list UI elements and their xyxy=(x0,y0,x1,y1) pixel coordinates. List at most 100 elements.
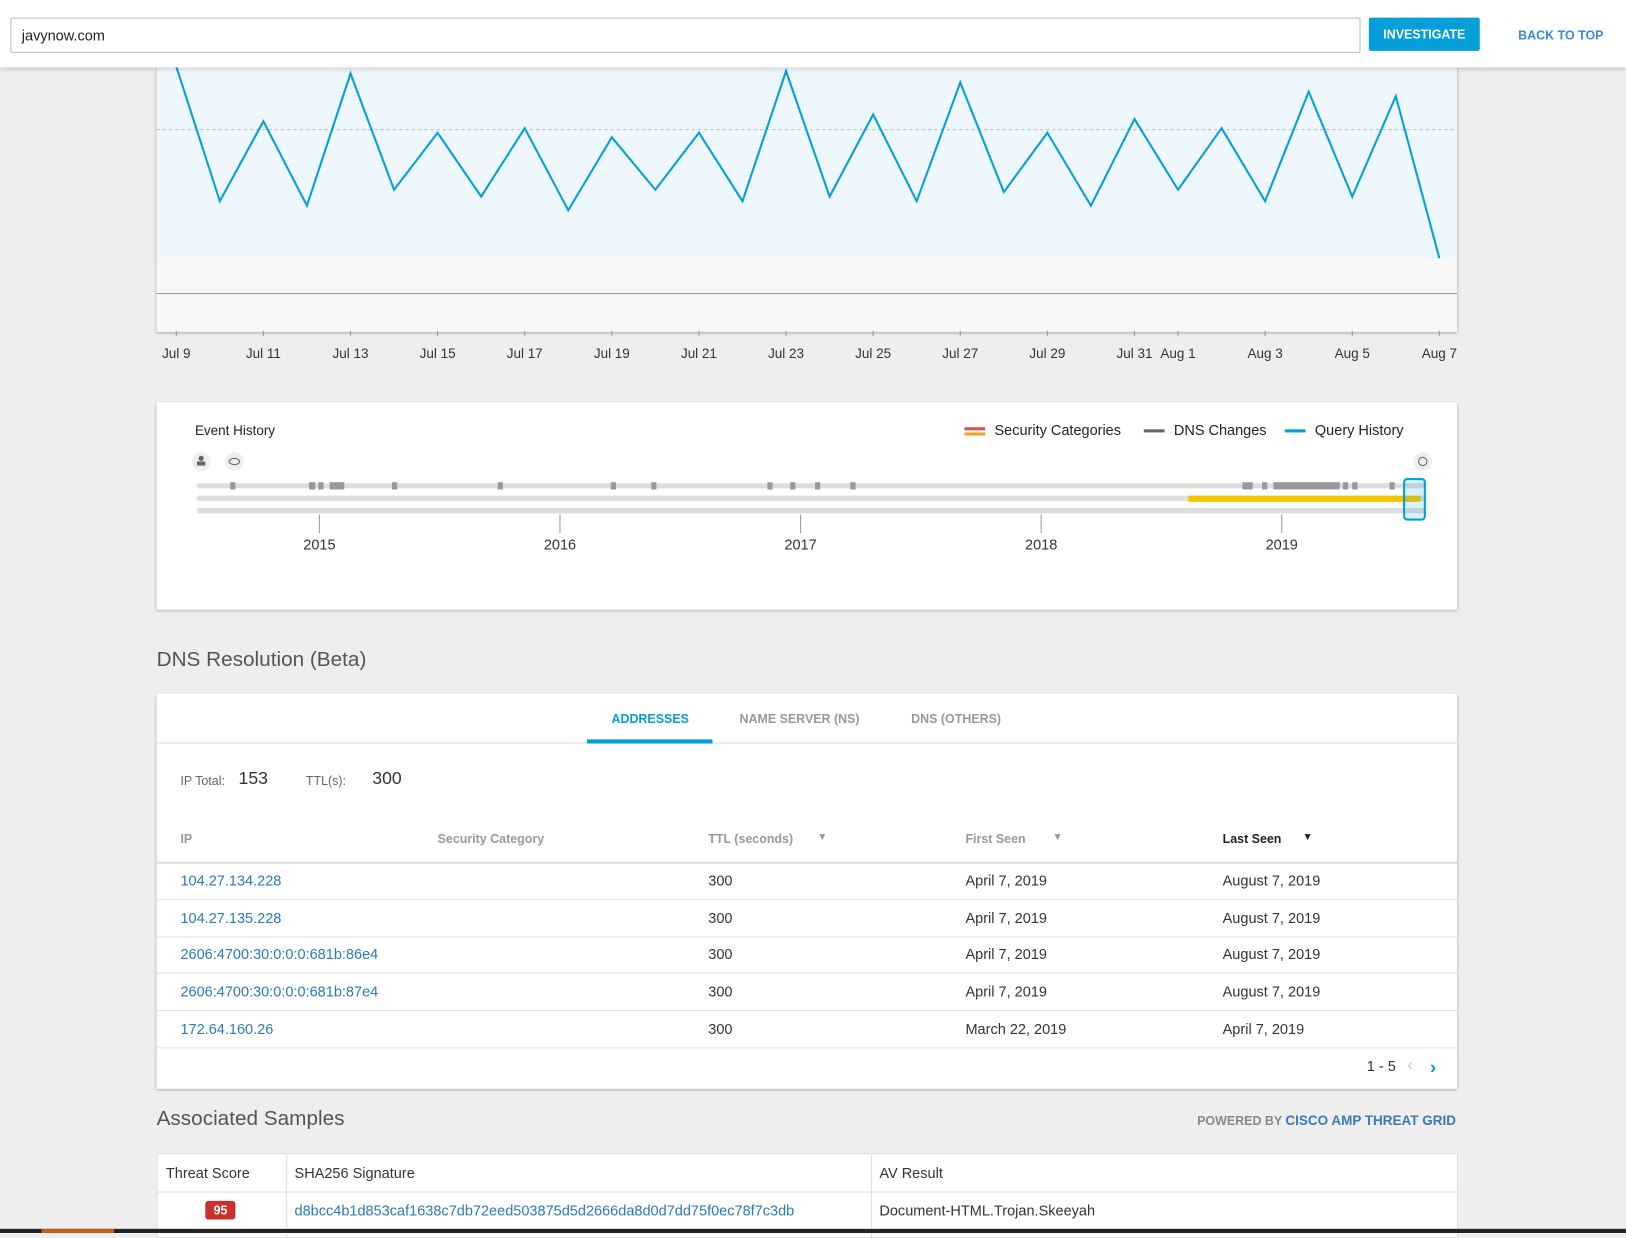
first-seen: April 7, 2019 xyxy=(965,909,1047,926)
tab[interactable]: ADDRESSES xyxy=(611,711,689,726)
ttl-label: TTL(s): xyxy=(305,773,347,789)
row-line xyxy=(156,898,1457,900)
first-seen: April 7, 2019 xyxy=(965,872,1047,889)
ttl-cell: 300 xyxy=(708,909,733,926)
legend-swatch xyxy=(964,427,986,431)
x-tick-label: Jul 13 xyxy=(333,346,369,361)
legend-item: Security Categories xyxy=(964,423,1121,439)
column-header: Last Seen xyxy=(1222,831,1282,847)
first-seen: April 7, 2019 xyxy=(965,983,1047,1000)
ip-link[interactable]: 2606:4700:30:0:0:0:681b:86e4 xyxy=(180,946,379,963)
last-seen: August 7, 2019 xyxy=(1222,983,1321,1000)
column-header: Security Category xyxy=(437,831,545,847)
x-tick-label: Jul 29 xyxy=(1029,346,1065,361)
ttl-cell: 300 xyxy=(708,872,733,889)
column-header: SHA256 Signature xyxy=(294,1164,415,1182)
query-line xyxy=(175,66,1441,259)
row-line xyxy=(156,972,1457,974)
x-tick-label: Jul 23 xyxy=(768,346,804,361)
last-seen: August 7, 2019 xyxy=(1222,946,1321,963)
x-tick-label: Jul 11 xyxy=(246,346,281,361)
investigate-button[interactable]: INVESTIGATE xyxy=(1368,17,1480,51)
sort-arrow: ▼ xyxy=(1302,831,1313,844)
last-seen: August 7, 2019 xyxy=(1222,872,1321,889)
samples-title: Associated Samples xyxy=(156,1107,345,1131)
x-tick-label: Aug 1 xyxy=(1160,346,1195,361)
ip-link[interactable]: 2606:4700:30:0:0:0:681b:87e4 xyxy=(180,983,379,1000)
ip-link[interactable]: 172.64.160.26 xyxy=(180,1020,274,1037)
column-header: AV Result xyxy=(879,1164,943,1182)
x-tick-label: Jul 27 xyxy=(942,346,978,361)
event-history-panel xyxy=(156,402,1457,610)
x-tick-label: Jul 9 xyxy=(162,346,190,361)
year-label: 2019 xyxy=(1266,537,1298,553)
tab[interactable]: DNS (OTHERS) xyxy=(911,711,1002,726)
ttl-cell: 300 xyxy=(708,946,733,963)
ttl-cell: 300 xyxy=(708,1020,733,1037)
query-chart: Jul 9 Jul 11 Jul 13 Jul 15 Jul 17 Jul 19 Jul 2… xyxy=(156,66,1457,361)
year-label: 2015 xyxy=(303,537,335,553)
dns-title: DNS Resolution (Beta) xyxy=(156,648,367,671)
ip-total: 153 xyxy=(238,768,268,789)
ip-link[interactable]: 104.27.135.228 xyxy=(180,909,282,926)
year-label: 2017 xyxy=(784,537,816,553)
x-tick-label: Jul 17 xyxy=(507,346,543,361)
legend-label: Query History xyxy=(1315,423,1404,439)
last-seen: April 7, 2019 xyxy=(1222,1020,1305,1037)
x-tick-label: Aug 7 xyxy=(1422,346,1457,361)
last-seen: August 7, 2019 xyxy=(1222,909,1321,926)
x-tick-label: Jul 21 xyxy=(681,346,717,361)
samples-table: Threat Score SHA256 Signature AV Result 95 d… xyxy=(156,1153,1459,1238)
x-tick-label: Aug 5 xyxy=(1335,346,1370,361)
powered-by-label: POWERED BY xyxy=(1197,1113,1282,1129)
sha256-link[interactable]: d8bcc4b1d853caf1638c7db72eed503875d5d266… xyxy=(294,1201,795,1219)
ttl: 300 xyxy=(372,768,402,789)
event-title: Event History xyxy=(195,423,275,438)
ttl-cell: 300 xyxy=(708,983,733,1000)
x-tick-label: Aug 3 xyxy=(1248,346,1283,361)
threat-score: 95 xyxy=(205,1200,236,1220)
pagination: 1 - 5 xyxy=(1366,1057,1396,1075)
row-line xyxy=(156,1046,1457,1048)
year-label: 2016 xyxy=(544,537,576,553)
x-tick-label: Jul 25 xyxy=(855,346,891,361)
legend-swatch xyxy=(964,432,986,436)
active-tab-underline xyxy=(586,739,713,744)
sort-arrow: ▼ xyxy=(817,831,828,844)
row-line xyxy=(156,1009,1457,1011)
av-result: Document-HTML.Trojan.Skeeyah xyxy=(879,1201,1096,1219)
x-tick-label: Jul 31 xyxy=(1117,346,1153,361)
legend-item: Query History xyxy=(1284,423,1404,439)
legend-label: Security Categories xyxy=(994,423,1121,439)
x-tick-label: Jul 19 xyxy=(594,346,630,361)
prev-page[interactable]: ‹ xyxy=(1407,1056,1413,1075)
sort-arrow: ▼ xyxy=(1052,831,1063,844)
next-page[interactable]: › xyxy=(1430,1056,1437,1078)
search-input[interactable]: javynow.com xyxy=(10,17,1361,53)
column-header: Threat Score xyxy=(165,1164,250,1182)
x-tick-label: Jul 15 xyxy=(420,346,456,361)
top-bar: javynow.com INVESTIGATE BACK TO TOP xyxy=(0,0,1626,68)
legend-swatch xyxy=(1143,429,1165,433)
legend-item: DNS Changes xyxy=(1143,423,1267,439)
ip-link[interactable]: 104.27.134.228 xyxy=(180,872,282,889)
column-header: TTL (seconds) xyxy=(708,831,794,847)
search-text: javynow.com xyxy=(21,26,105,44)
legend-swatch xyxy=(1284,429,1306,433)
powered-by: POWERED BY CISCO AMP THREAT GRID xyxy=(1197,1113,1456,1129)
bottom-bar xyxy=(0,1228,1626,1233)
column-header: First Seen xyxy=(965,831,1026,847)
column-header: IP xyxy=(180,831,193,847)
dns-panel: IP Total: 153 TTL(s): 300 1 - 5 ‹ › ADDR… xyxy=(156,693,1457,1089)
legend-label: DNS Changes xyxy=(1174,423,1267,439)
tab[interactable]: NAME SERVER (NS) xyxy=(739,711,860,726)
first-seen: April 7, 2019 xyxy=(965,946,1047,963)
provider[interactable]: CISCO AMP THREAT GRID xyxy=(1285,1112,1456,1129)
event-history: Event History Security Categories DNS Cha… xyxy=(191,423,1433,553)
row-line xyxy=(156,935,1457,937)
year-label: 2018 xyxy=(1025,537,1057,553)
back-to-top[interactable]: BACK TO TOP xyxy=(1518,27,1604,43)
